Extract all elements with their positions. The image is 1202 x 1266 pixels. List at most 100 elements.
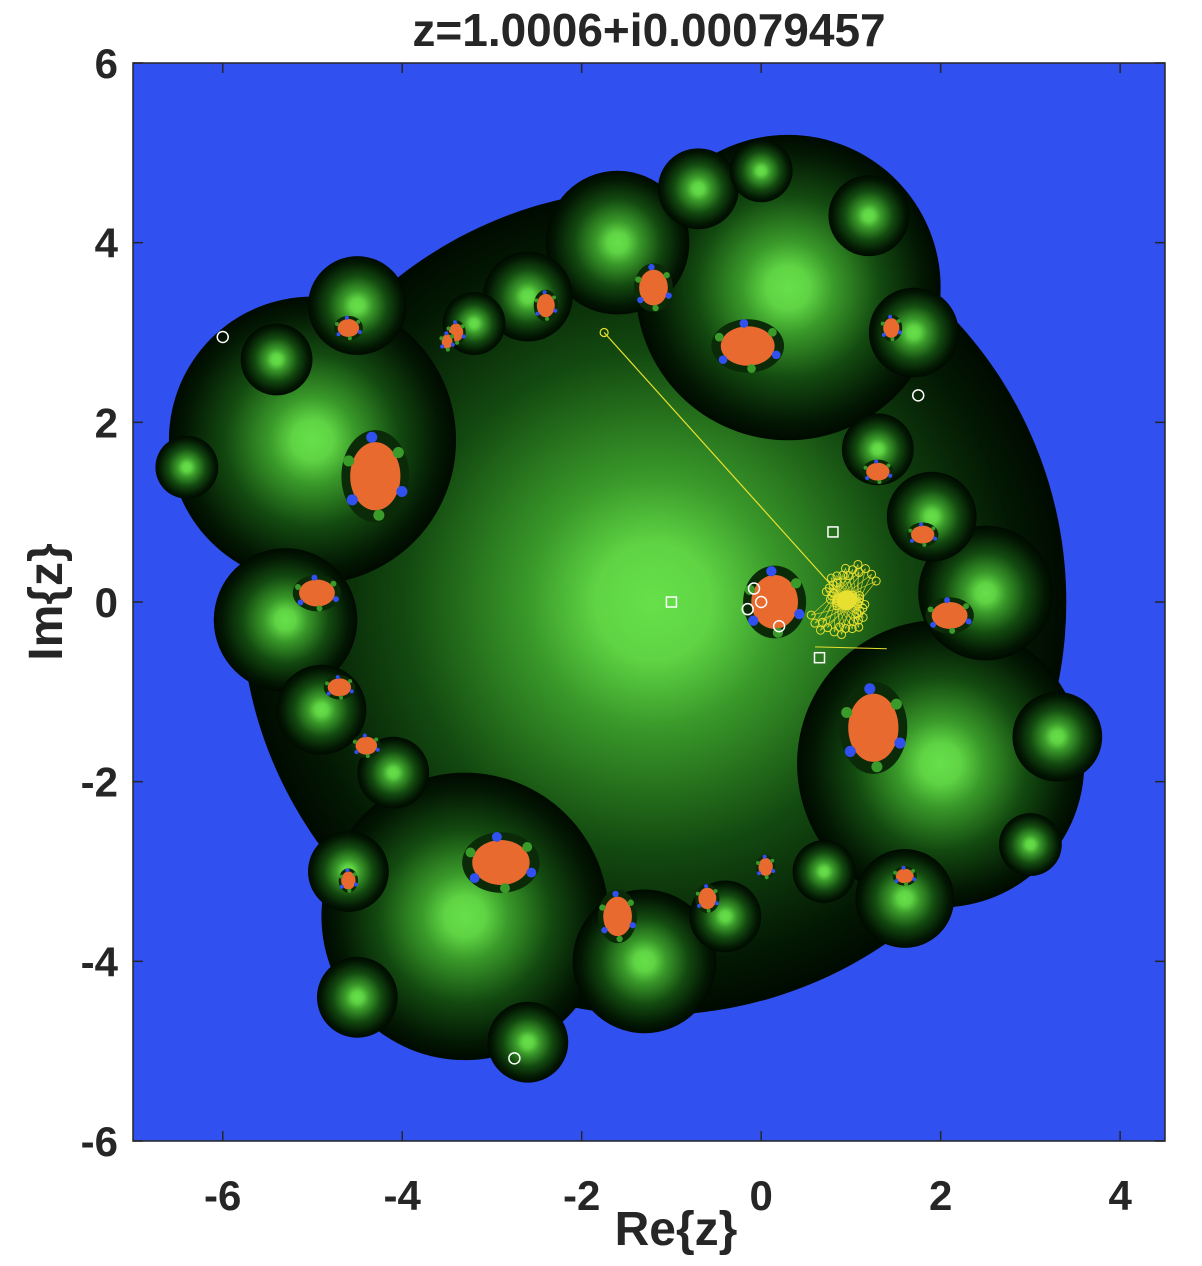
- bulb-layer: [155, 134, 1103, 1083]
- basin-detail: [522, 842, 533, 852]
- orbit-point: [840, 563, 850, 573]
- set-bulb: [886, 471, 977, 562]
- orbit-point: [810, 618, 820, 628]
- basin-region: [327, 678, 352, 697]
- x-tick-label: 2: [929, 1172, 952, 1219]
- basin-detail: [612, 890, 619, 898]
- basin-detail: [748, 615, 759, 626]
- basin-detail: [697, 903, 702, 908]
- basin-region: [355, 736, 378, 755]
- orbit-point: [854, 622, 864, 632]
- set-bulb: [998, 813, 1062, 876]
- basin-detail: [771, 350, 781, 360]
- basin-detail: [629, 922, 636, 929]
- basin-detail: [794, 608, 805, 620]
- x-axis-label: Re{z}: [615, 1203, 738, 1256]
- y-tick-label: 0: [95, 579, 118, 626]
- basin-detail: [500, 883, 510, 894]
- orbit-point: [806, 610, 816, 620]
- basin-detail: [362, 733, 367, 738]
- basin-detail: [348, 679, 353, 684]
- basin-detail: [910, 538, 915, 543]
- basin-detail: [871, 761, 883, 773]
- basin-detail: [864, 683, 876, 695]
- basin-detail: [713, 888, 718, 893]
- basin-detail: [357, 330, 362, 335]
- orbit-point: [832, 571, 842, 581]
- y-axis-label: Im{z}: [20, 543, 73, 660]
- basin-detail: [762, 854, 767, 859]
- basin-detail: [334, 321, 339, 326]
- set-bulb: [1012, 691, 1103, 782]
- marker-layer: [216, 330, 925, 1065]
- basin-detail: [927, 606, 934, 613]
- basin-detail: [844, 745, 856, 757]
- x-tick-label: 0: [749, 1172, 772, 1219]
- circle-marker: [741, 602, 754, 616]
- basin-detail: [652, 304, 659, 312]
- basin-detail: [949, 627, 956, 634]
- orbit-point: [815, 625, 825, 635]
- basin-detail: [353, 882, 358, 887]
- set-bulb: [868, 287, 959, 378]
- basin-detail: [665, 292, 672, 299]
- basin-region: [603, 896, 632, 937]
- basin-region: [758, 858, 773, 876]
- orbit-point: [847, 624, 857, 634]
- basin-detail: [922, 542, 927, 547]
- orbit-point: [853, 615, 863, 625]
- set-bulb: [240, 323, 313, 396]
- orbit-point: [832, 578, 842, 588]
- basin-detail: [890, 698, 902, 710]
- basin-detail: [865, 475, 870, 480]
- basin-detail: [339, 695, 344, 700]
- y-tick-label: 4: [95, 220, 119, 267]
- basin-detail: [663, 271, 670, 279]
- basin-detail: [534, 298, 539, 303]
- circle-marker: [216, 330, 229, 344]
- basin-region: [350, 442, 401, 511]
- basin-detail: [469, 873, 480, 884]
- basin-detail: [444, 331, 449, 336]
- basin-detail: [963, 603, 970, 610]
- basin-detail: [744, 584, 756, 596]
- basin-detail: [445, 347, 450, 352]
- x-tick-label: -6: [204, 1172, 241, 1219]
- basin-detail: [766, 566, 777, 577]
- basin-detail: [491, 831, 502, 842]
- basin-region: [299, 579, 335, 607]
- orbit-point: [848, 565, 858, 575]
- set-bulb: [307, 256, 407, 355]
- basin-detail: [349, 689, 354, 694]
- orbit-segment: [815, 646, 887, 650]
- basin-detail: [294, 584, 301, 590]
- orbit-point: [821, 587, 831, 597]
- basin-detail: [908, 528, 913, 533]
- basin-detail: [770, 858, 775, 863]
- square-marker: [827, 526, 839, 538]
- basin-detail: [601, 926, 608, 934]
- basin-detail: [450, 342, 455, 347]
- basin-detail: [896, 319, 901, 324]
- basin-detail: [392, 447, 404, 459]
- basin-detail: [714, 901, 719, 906]
- basin-region: [895, 868, 914, 884]
- basin-detail: [931, 526, 936, 531]
- basin-detail: [933, 536, 938, 541]
- basin-detail: [336, 332, 341, 337]
- basin-detail: [756, 860, 761, 865]
- basin-region: [866, 462, 890, 481]
- basin-detail: [768, 327, 777, 337]
- basin-detail: [757, 871, 762, 876]
- orbit-point: [826, 573, 836, 583]
- basin-detail: [880, 321, 885, 326]
- y-tick-label: 6: [95, 40, 118, 87]
- basin-detail: [545, 316, 550, 321]
- basin-detail: [648, 263, 655, 271]
- basin-detail: [888, 473, 893, 478]
- basin-detail: [904, 882, 909, 887]
- basin-detail: [886, 463, 891, 468]
- basin-detail: [627, 899, 634, 906]
- basin-detail: [352, 872, 357, 877]
- basin-detail: [347, 888, 352, 893]
